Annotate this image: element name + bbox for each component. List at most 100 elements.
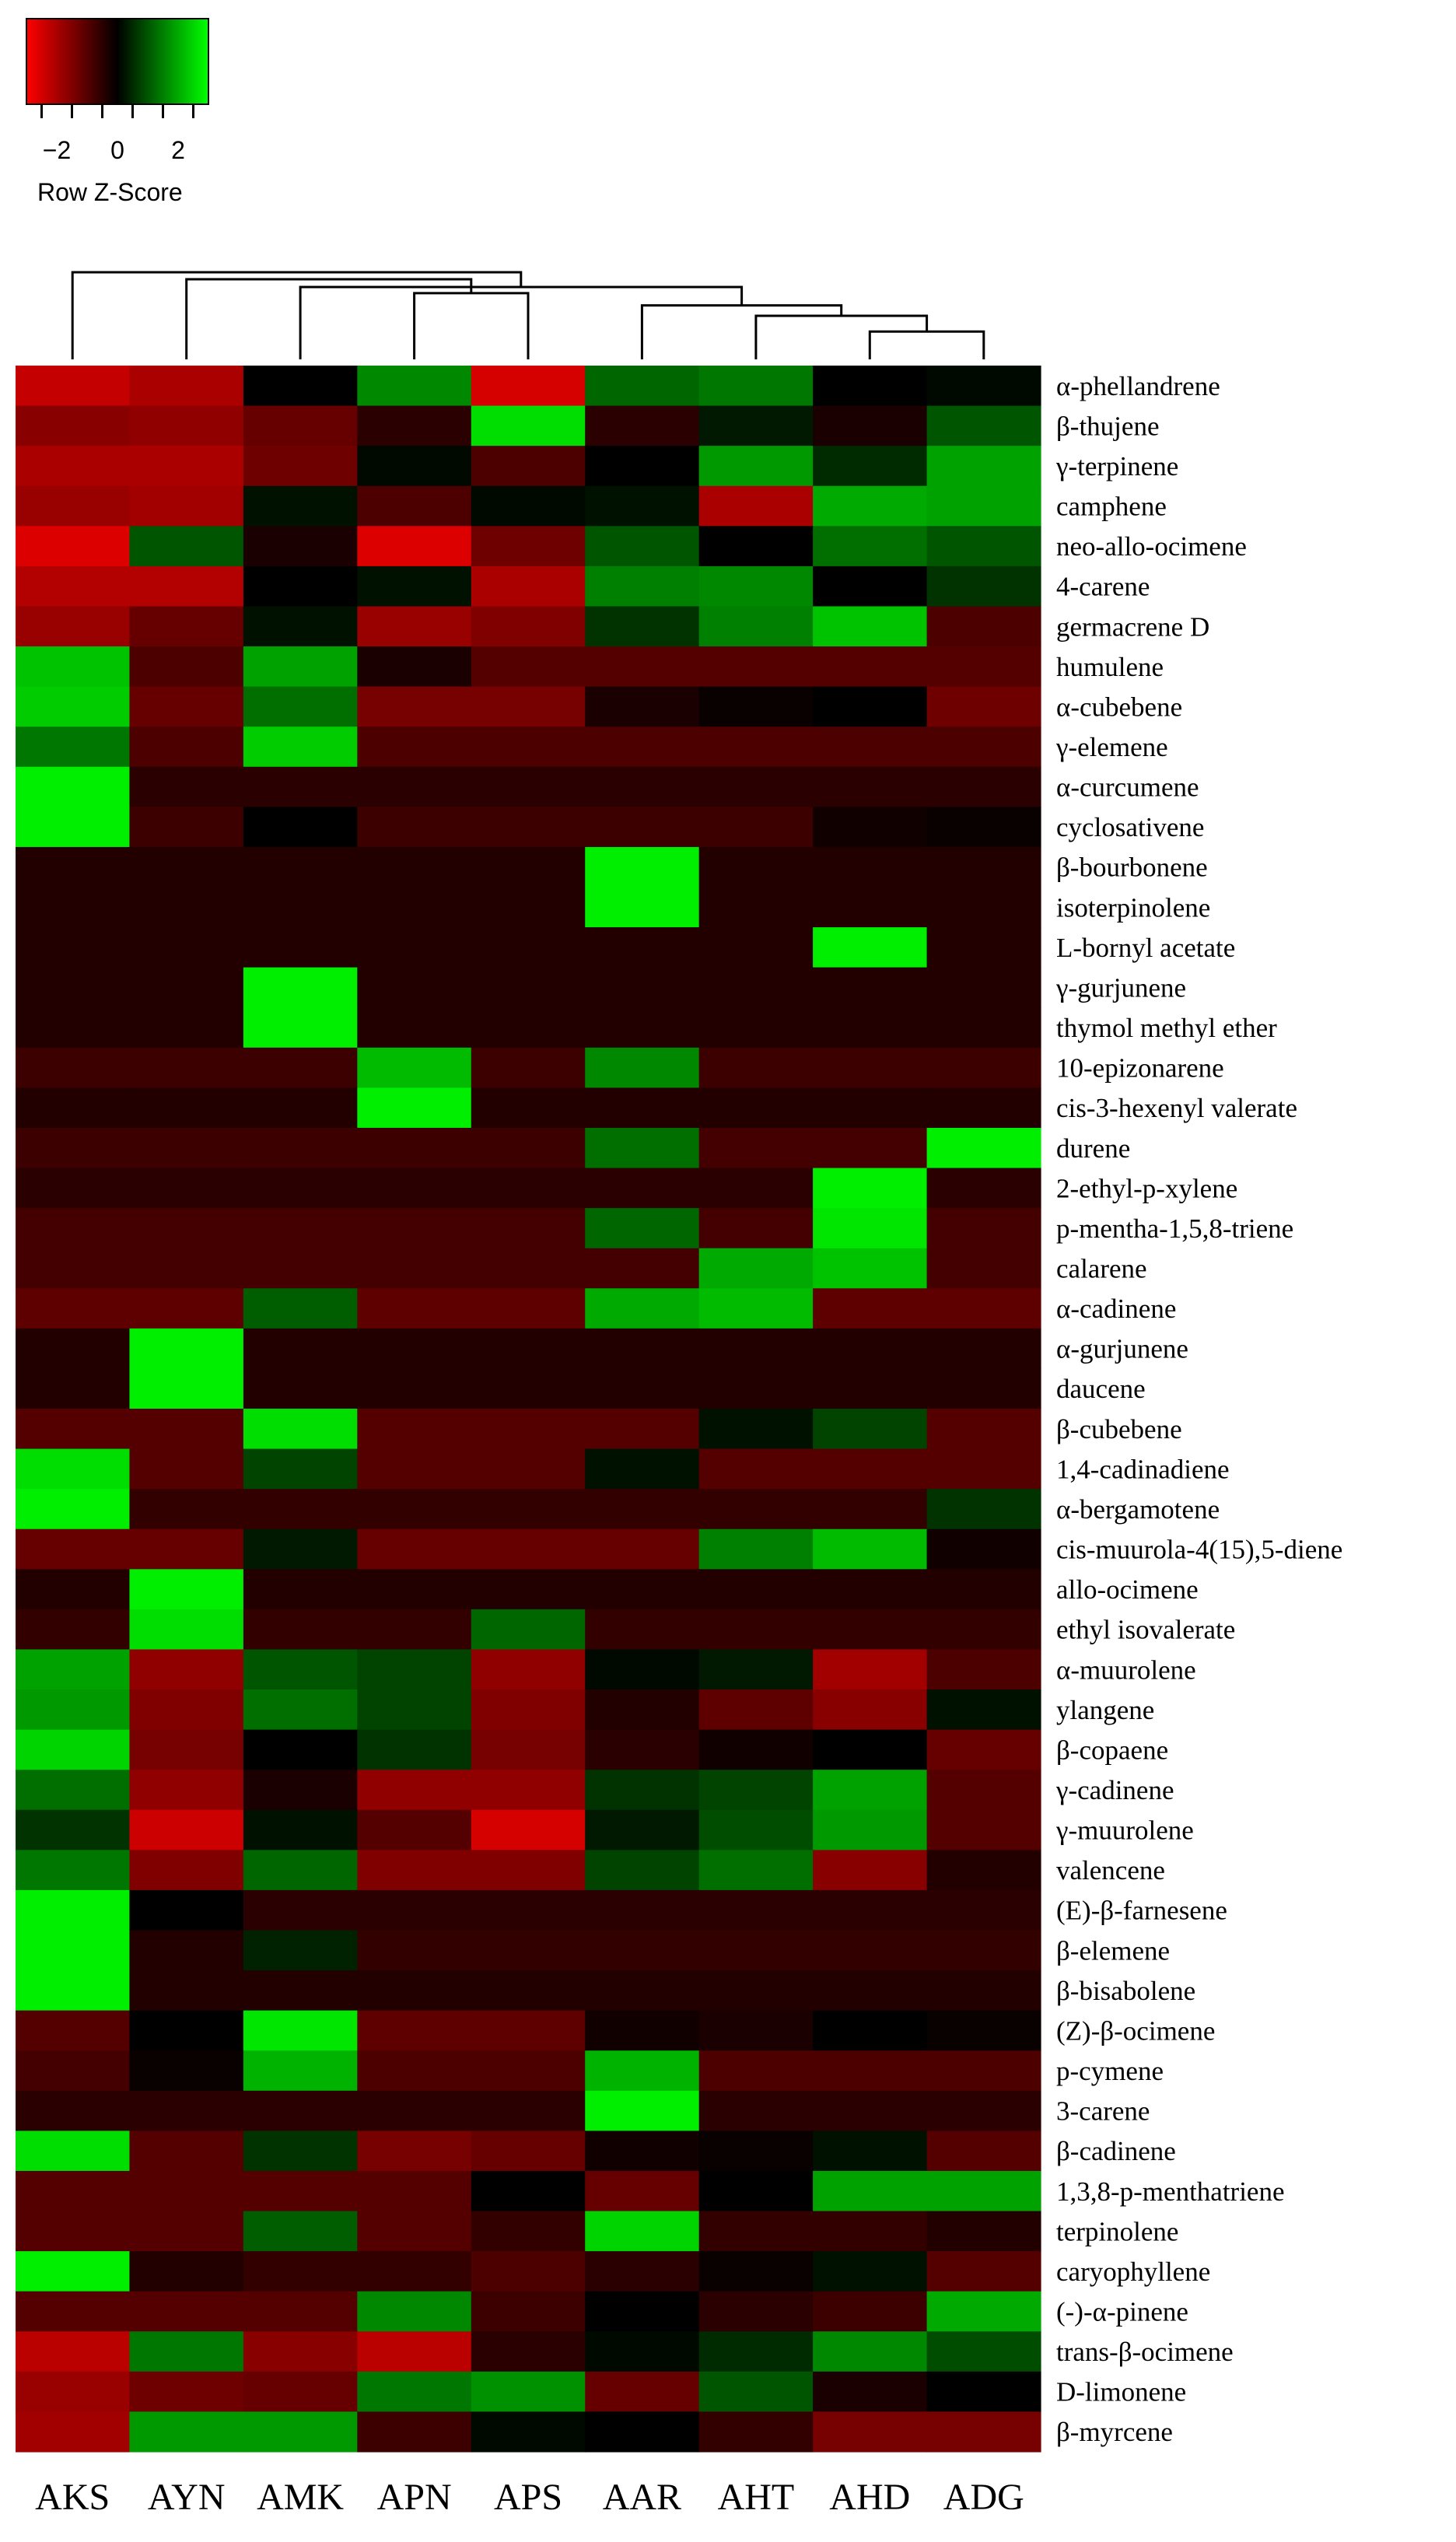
heatmap-cell (357, 766, 472, 807)
heatmap-cell (926, 2131, 1041, 2172)
heatmap-cell (813, 846, 928, 888)
heatmap-cell (243, 2411, 358, 2453)
heatmap-cell (813, 1409, 928, 1450)
heatmap-cell (813, 1970, 928, 2012)
heatmap-cell (471, 2211, 586, 2252)
heatmap-cell (813, 2131, 928, 2172)
heatmap-cell (16, 927, 131, 968)
heatmap-cell (698, 1970, 814, 2012)
heatmap-cell (926, 2050, 1041, 2092)
heatmap-cell (471, 2291, 586, 2332)
heatmap-cell (698, 2131, 814, 2172)
heatmap-cell (129, 2090, 244, 2131)
heatmap-cell (585, 1208, 700, 1249)
row-label: β-cadinene (1056, 2136, 1176, 2166)
heatmap-cell (129, 1368, 244, 1409)
heatmap-cell (357, 646, 472, 688)
heatmap-cell (16, 1609, 131, 1651)
heatmap-cell (243, 606, 358, 647)
heatmap-cell (926, 1889, 1041, 1931)
heatmap-cell (926, 927, 1041, 968)
heatmap-cell (357, 526, 472, 567)
heatmap-cell (926, 1689, 1041, 1731)
heatmap-cell (129, 2411, 244, 2453)
heatmap-cell (585, 1689, 700, 1731)
heatmap-cell (129, 2050, 244, 2092)
heatmap-cell (813, 485, 928, 527)
heatmap-cell (16, 446, 131, 487)
heatmap-cell (16, 405, 131, 446)
heatmap-cell (471, 646, 586, 688)
heatmap-cell (926, 1569, 1041, 1610)
heatmap-cell (471, 446, 586, 487)
heatmap-cell (471, 1649, 586, 1690)
heatmap-cell (357, 1007, 472, 1049)
heatmap-cell (926, 1168, 1041, 1209)
row-label: daucene (1056, 1374, 1146, 1404)
heatmap-cell (585, 1248, 700, 1289)
heatmap-cell (585, 1609, 700, 1651)
row-label: α-muurolene (1056, 1654, 1196, 1685)
heatmap-cell (813, 1288, 928, 1329)
heatmap-cell (357, 887, 472, 928)
heatmap-cell (926, 1489, 1041, 1530)
heatmap-cell (698, 2331, 814, 2372)
heatmap-cell (16, 1889, 131, 1931)
heatmap-cell (357, 1889, 472, 1931)
heatmap-cell (243, 405, 358, 446)
heatmap-cell (16, 1168, 131, 1209)
heatmap-cell (357, 1168, 472, 1209)
column-label: AKS (35, 2477, 110, 2518)
heatmap-cell (471, 2411, 586, 2453)
heatmap-cell (813, 1689, 928, 1731)
heatmap-cell (129, 1850, 244, 1891)
heatmap-cell (585, 2131, 700, 2172)
heatmap-cell (585, 366, 700, 407)
heatmap-cell (243, 967, 358, 1008)
heatmap-cell (471, 887, 586, 928)
heatmap-cell (926, 1328, 1041, 1370)
heatmap-cell (243, 686, 358, 727)
row-label: 10-epizonarene (1056, 1053, 1224, 1084)
heatmap-cell (357, 1649, 472, 1690)
heatmap-cell (129, 2251, 244, 2292)
heatmap-cell (471, 927, 586, 968)
heatmap-cell (16, 766, 131, 807)
heatmap-cell (585, 2331, 700, 2372)
heatmap-cell (243, 1689, 358, 1731)
row-label: (-)-α-pinene (1056, 2297, 1188, 2327)
heatmap-cell (16, 2131, 131, 2172)
heatmap-cell (471, 2170, 586, 2212)
heatmap-cell (698, 446, 814, 487)
heatmap-cell (926, 2331, 1041, 2372)
heatmap-cell (698, 887, 814, 928)
heatmap-cell (243, 1930, 358, 1971)
heatmap-cell (585, 606, 700, 647)
heatmap-cell (357, 2291, 472, 2332)
heatmap-cell (698, 967, 814, 1008)
heatmap-cell (471, 2090, 586, 2131)
heatmap-cell (16, 1368, 131, 1409)
heatmap-cell (243, 1889, 358, 1931)
heatmap-cell (129, 1168, 244, 1209)
heatmap-cell (16, 2371, 131, 2413)
heatmap-cell (357, 2371, 472, 2413)
heatmap-cell (585, 565, 700, 607)
heatmap-cell (16, 2010, 131, 2051)
heatmap-cell (926, 1448, 1041, 1490)
heatmap-cell (471, 1489, 586, 1530)
heatmap-cell (357, 927, 472, 968)
heatmap-cell (357, 1809, 472, 1850)
heatmap-cell (243, 1448, 358, 1490)
heatmap-cell (585, 446, 700, 487)
heatmap-cell (243, 1409, 358, 1450)
heatmap-cell (585, 1168, 700, 1209)
heatmap-cell (926, 1729, 1041, 1770)
heatmap-cell (926, 1649, 1041, 1690)
row-label: calarene (1056, 1254, 1147, 1284)
heatmap-cell (926, 2010, 1041, 2051)
heatmap-cell (129, 1729, 244, 1770)
heatmap-cell (129, 606, 244, 647)
heatmap-cell (471, 766, 586, 807)
row-label: α-gurjunene (1056, 1334, 1188, 1364)
